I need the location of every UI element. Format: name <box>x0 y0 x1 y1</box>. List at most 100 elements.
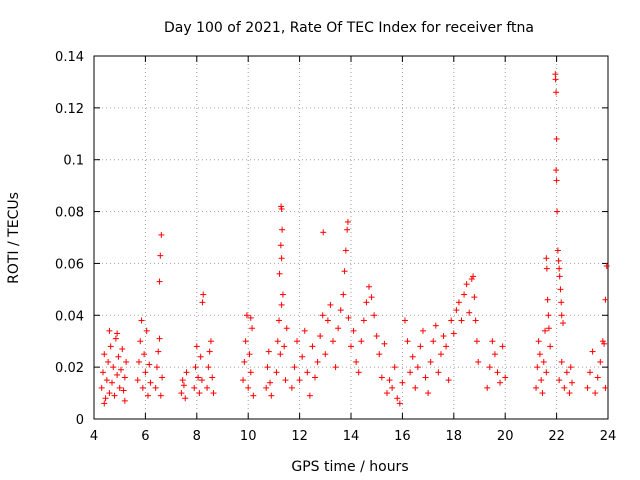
data-point <box>301 327 308 334</box>
data-point <box>309 343 316 350</box>
data-point <box>322 351 329 358</box>
x-tick-label: 10 <box>240 429 257 444</box>
data-point <box>192 364 199 371</box>
data-point <box>276 270 283 277</box>
data-point <box>243 312 250 319</box>
data-point <box>107 343 114 350</box>
data-point <box>337 307 344 314</box>
data-point <box>319 312 326 319</box>
data-point <box>193 343 200 350</box>
data-points <box>98 71 610 407</box>
y-tick-label: 0.1 <box>63 154 84 169</box>
data-point <box>101 351 108 358</box>
y-tick-label: 0.08 <box>55 206 84 221</box>
data-point <box>264 364 271 371</box>
data-point <box>152 384 159 391</box>
data-point <box>558 358 565 365</box>
chart-title: Day 100 of 2021, Rate Of TEC Index for r… <box>164 20 534 36</box>
data-point <box>386 377 393 384</box>
data-point <box>138 317 145 324</box>
data-point <box>274 338 281 345</box>
data-point <box>206 348 213 355</box>
y-tick-label: 0.12 <box>55 102 84 117</box>
data-point <box>544 296 551 303</box>
x-tick-label: 18 <box>446 429 463 444</box>
data-point <box>540 358 547 365</box>
data-point <box>536 351 543 358</box>
data-point <box>427 358 434 365</box>
data-point <box>539 390 546 397</box>
x-tick-label: 8 <box>193 429 201 444</box>
data-point <box>545 312 552 319</box>
data-point <box>249 325 256 332</box>
data-point <box>304 369 311 376</box>
data-point <box>345 314 352 321</box>
data-point <box>603 263 610 270</box>
data-point <box>117 366 124 373</box>
data-point <box>116 384 123 391</box>
data-point <box>558 299 565 306</box>
x-tick-label: 24 <box>600 429 617 444</box>
data-point <box>430 338 437 345</box>
data-point <box>180 382 187 389</box>
data-point <box>278 255 285 262</box>
data-point <box>589 348 596 355</box>
data-point <box>412 384 419 391</box>
data-point <box>376 351 383 358</box>
data-point <box>142 369 149 376</box>
data-point <box>484 384 491 391</box>
data-point <box>445 377 452 384</box>
data-point <box>102 395 109 402</box>
data-point <box>245 384 252 391</box>
data-point <box>554 247 561 254</box>
data-point <box>563 369 570 376</box>
data-point <box>265 348 272 355</box>
data-point <box>601 340 608 347</box>
data-point <box>277 242 284 249</box>
data-point <box>157 392 164 399</box>
data-point <box>294 338 301 345</box>
data-point <box>115 353 122 360</box>
data-point <box>155 348 162 355</box>
y-axis-label: ROTI / TECUs <box>6 192 22 284</box>
data-point <box>450 330 457 337</box>
data-point <box>279 291 286 298</box>
data-point <box>98 384 105 391</box>
data-point <box>283 325 290 332</box>
data-point <box>556 273 563 280</box>
data-point <box>404 338 411 345</box>
data-point <box>178 390 185 397</box>
data-point <box>110 364 117 371</box>
data-point <box>198 377 205 384</box>
data-point <box>355 369 362 376</box>
data-point <box>371 312 378 319</box>
data-point <box>139 384 146 391</box>
data-point <box>394 395 401 402</box>
data-point <box>468 275 475 282</box>
data-point <box>268 392 275 399</box>
data-point <box>553 135 560 142</box>
data-point <box>114 371 121 378</box>
data-point <box>263 384 270 391</box>
data-point <box>179 377 186 384</box>
axis-ticks: 4 6 8 10 12 14 16 18 20 22 24 0 0.02 0.04 0.06 0.08 0.1 0… <box>55 50 616 444</box>
data-point <box>114 330 121 337</box>
data-point <box>534 364 541 371</box>
data-point <box>288 384 295 391</box>
data-point <box>533 384 540 391</box>
data-point <box>342 247 349 254</box>
data-point <box>205 364 212 371</box>
data-point <box>448 317 455 324</box>
data-point <box>267 379 274 386</box>
data-point <box>282 377 289 384</box>
data-point <box>240 377 247 384</box>
data-point <box>391 364 398 371</box>
data-point <box>312 374 319 381</box>
x-tick-label: 16 <box>394 429 411 444</box>
data-point <box>353 358 360 365</box>
data-point <box>335 325 342 332</box>
y-tick-label: 0.06 <box>55 257 84 272</box>
data-point <box>553 177 560 184</box>
data-point <box>555 257 562 264</box>
data-point <box>195 374 202 381</box>
